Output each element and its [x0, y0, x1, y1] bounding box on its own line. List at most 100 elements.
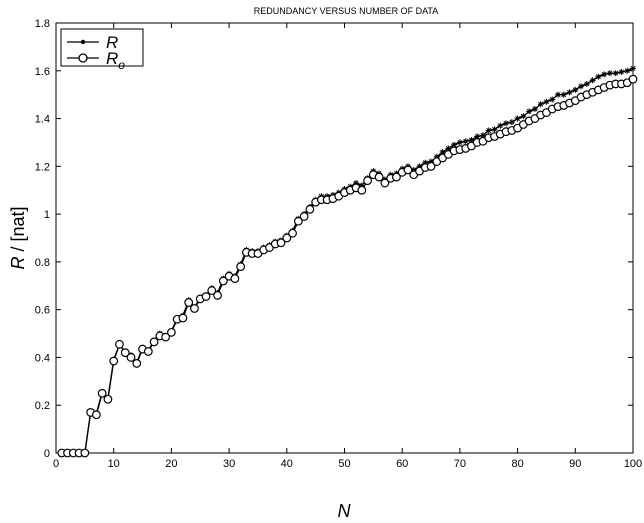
series-r-point	[601, 71, 608, 78]
series-ro-point	[184, 298, 194, 307]
x-tick-label: 60	[396, 458, 408, 470]
y-axis-label-symbol: R	[8, 257, 28, 270]
legend-marker-ro	[78, 53, 88, 63]
series-ro-point	[305, 204, 315, 214]
series-ro-point	[363, 176, 372, 186]
legend: R Ro	[60, 28, 144, 72]
y-tick-label: 0.6	[35, 305, 50, 317]
series-ro-point	[132, 359, 142, 368]
series-ro-point	[293, 216, 303, 226]
series-r-point	[514, 115, 521, 122]
x-tick-label: 20	[165, 458, 177, 470]
series-ro-point	[109, 356, 119, 366]
y-axis-label-unit: / [nat]	[8, 206, 28, 256]
series-r-point	[630, 65, 636, 72]
series-r-point	[508, 119, 515, 126]
series-r-point	[491, 126, 498, 133]
series-r-point	[543, 98, 550, 105]
series-ro-point	[218, 276, 228, 286]
series-ro-point	[149, 337, 159, 347]
x-tick-label: 70	[454, 458, 466, 470]
legend-label-ro-sub: o	[118, 58, 125, 72]
series-r-point	[549, 96, 556, 103]
series-ro-point	[213, 290, 222, 300]
series-ro-point	[161, 332, 171, 342]
series-ro-point	[97, 388, 107, 398]
y-tick-label: 0.8	[35, 257, 50, 269]
series-ro-point	[403, 165, 413, 175]
series-ro-point	[207, 286, 217, 295]
legend-box	[60, 28, 144, 67]
series-ro-point	[166, 327, 176, 337]
x-tick-label: 100	[624, 458, 642, 470]
series-r-point	[462, 138, 469, 145]
x-tick-label: 30	[223, 458, 235, 470]
series-r-point	[526, 108, 533, 115]
x-tick-label: 10	[108, 458, 120, 470]
series-r-point	[572, 86, 579, 93]
x-axis: 0 10 20 30 40 50 60 70 80 90 100	[53, 23, 642, 470]
series-ro-point	[628, 74, 638, 84]
series-ro-point	[374, 172, 384, 182]
plot-area	[55, 22, 634, 454]
y-tick-label: 1	[44, 209, 50, 221]
chart-title: REDUNDANCY VERSUS NUMBER OF DATA	[254, 6, 439, 16]
series-ro-point	[392, 172, 401, 182]
x-tick-label: 80	[511, 458, 523, 470]
series-r-point	[531, 106, 538, 112]
series-r-point	[554, 91, 561, 98]
series-r-point	[589, 77, 596, 84]
x-tick-label: 0	[53, 458, 59, 470]
series-r-point	[583, 80, 590, 87]
series-ro-point	[120, 348, 130, 358]
series-r-point	[456, 139, 463, 146]
y-tick-label: 0.4	[35, 352, 50, 364]
series-ro-point	[126, 353, 136, 362]
y-tick-label: 1.4	[35, 114, 50, 126]
series-r-point	[595, 73, 602, 80]
series-r-point	[485, 127, 492, 134]
series-r-point	[537, 101, 544, 108]
series-r-point	[612, 70, 619, 77]
series-ro-point	[288, 228, 297, 238]
x-tick-label: 40	[281, 458, 293, 470]
x-tick-label: 50	[338, 458, 350, 470]
series-ro-point	[103, 394, 113, 404]
series-r-point	[618, 68, 625, 75]
series-r-point	[560, 91, 567, 98]
legend-label-ro-main: R	[106, 49, 118, 68]
y-tick-label: 0.2	[35, 400, 50, 412]
series-r-point	[520, 113, 527, 120]
y-tick-label: 1.8	[35, 18, 50, 30]
series-r-point	[474, 133, 481, 140]
y-tick-label: 1.2	[35, 161, 50, 173]
series-ro-point	[143, 347, 153, 356]
series-r-point	[578, 83, 585, 90]
y-tick-label: 0	[44, 448, 50, 460]
series-r-point	[503, 120, 510, 127]
series-ro-point	[190, 304, 199, 313]
series-ro-point	[276, 238, 286, 248]
series-r-point	[624, 67, 631, 74]
series-ro-point	[426, 161, 436, 171]
series-ro-point	[178, 313, 188, 323]
series-r-point	[606, 70, 613, 77]
series-ro-point	[115, 339, 124, 349]
x-axis-label: N	[338, 501, 352, 521]
series-ro-point	[357, 185, 367, 195]
series-ro-point	[230, 274, 240, 284]
series-ro-point	[299, 212, 309, 221]
series-ro-point	[380, 178, 390, 188]
legend-marker-r	[80, 39, 86, 45]
series-ro-point	[282, 233, 292, 243]
y-axis: 0 0.2 0.4 0.6 0.8 1 1.2 1.4 1.6 1.8	[35, 18, 633, 460]
series-ro-point	[91, 410, 101, 420]
y-tick-label: 1.6	[35, 66, 50, 78]
y-axis-label: R / [nat]	[8, 206, 28, 269]
series-ro-point	[80, 448, 90, 458]
series-ro-point	[236, 262, 246, 272]
legend-label-ro: Ro	[106, 49, 125, 72]
series-r-point	[566, 89, 573, 96]
x-tick-label: 90	[569, 458, 581, 470]
